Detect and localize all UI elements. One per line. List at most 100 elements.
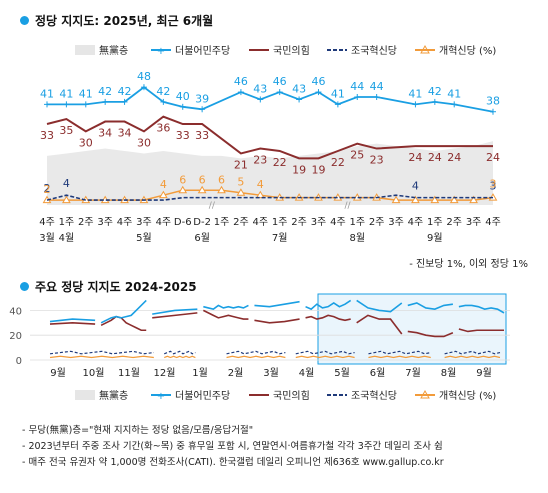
series-line-개혁신당: [226, 355, 286, 359]
series-line-국민의힘: [254, 318, 300, 324]
data-label-ppp: 34: [118, 127, 132, 140]
data-label-ppp: 30: [79, 136, 93, 149]
series-line-개혁신당: [444, 355, 501, 359]
series-line-개혁신당: [368, 355, 431, 359]
data-label-ppp: 24: [408, 151, 422, 164]
series-line-국민의힘: [152, 312, 198, 319]
point-marker-reform: [236, 188, 246, 196]
point-marker-reform: [217, 185, 226, 194]
legend-label: 조국혁신당: [351, 45, 397, 57]
data-label-dp: 41: [331, 87, 345, 100]
x-tick-label-month: 7월: [405, 367, 421, 379]
legend-item: + 더불어민주당: [151, 45, 230, 57]
data-label-dp: 48: [137, 70, 151, 83]
data-label-dp: 41: [59, 87, 73, 100]
data-label-ppp: 33: [40, 129, 54, 142]
x-tick-label-week: 2주: [291, 217, 307, 228]
x-tick-label-month: 2월: [228, 367, 244, 379]
x-tick-label-month: 9월: [427, 232, 443, 244]
x-tick-label-week: D-6: [174, 217, 192, 228]
x-tick-label-month: 7월: [272, 232, 288, 244]
data-label-ppp: 23: [370, 154, 384, 167]
point-marker-reform: [411, 195, 420, 204]
x-tick-label-week: 1주: [349, 217, 365, 228]
x-tick-label-week: 2주: [446, 217, 462, 228]
series-line-조국혁신당: [164, 350, 196, 355]
point-marker-reform: [430, 195, 440, 204]
legend-item: 국민의힘: [249, 390, 310, 402]
notes: - 무당(無黨)층="현재 지지하는 정당 없음/모름/응답거절" - 2023…: [22, 423, 444, 471]
x-tick-label-week: 3주: [466, 217, 482, 228]
series-line-국민의힘: [458, 328, 504, 333]
data-label-ppp: 36: [156, 122, 170, 135]
data-label-dp: 42: [118, 85, 132, 98]
legend-swatch-area: [75, 45, 95, 55]
x-tick-label-week: 2주: [233, 217, 249, 228]
x-tick-label-week: 4주: [485, 217, 501, 228]
data-label-ppp: 19: [292, 163, 306, 176]
series-line-더불어민주당: [305, 299, 352, 311]
point-marker-reform: [391, 195, 401, 204]
data-label-dp: 42: [156, 85, 170, 98]
data-label-dp: 38: [486, 95, 500, 108]
chart-2024-2025: 0 20 40 9월 10월 11월 12월 1월 2월 3월 4월 5월 6월 7월 8월 9월 無黨층 + 더불…: [9, 293, 510, 402]
data-label-dp: 41: [79, 87, 93, 100]
series-line-조국혁신당: [368, 350, 431, 355]
data-label-dp: 40: [176, 90, 190, 103]
data-label-ppp: 33: [176, 129, 190, 142]
series-line-조국혁신당: [295, 350, 355, 355]
series-line-국민의힘: [305, 314, 351, 322]
data-label-dp: 43: [292, 82, 306, 95]
legend-item: 개혁신당 (%): [415, 44, 496, 57]
data-label-ppp: 35: [59, 124, 73, 137]
section-title-2024-2025: 주요 정당 지지도 2024-2025: [20, 278, 197, 295]
x-tick-label-week: 1주: [427, 217, 443, 228]
x-tick-label-month: 8월: [441, 367, 457, 379]
legend-label: 국민의힘: [273, 390, 310, 402]
x-tick-label-month: 9월: [476, 367, 492, 379]
legend-label: 조국혁신당: [351, 390, 397, 402]
series-line-개혁신당: [49, 355, 154, 359]
series-line-더불어민주당: [254, 300, 300, 308]
x-tick-label-week: 3주: [136, 217, 152, 228]
point-marker-reform: [449, 195, 459, 204]
x-tick-label-week: D-2: [193, 217, 211, 228]
x-tick-label-week: 4주: [253, 217, 269, 228]
x-tick-label-month: 5월: [334, 367, 350, 379]
legend-item: 조국혁신당: [327, 45, 397, 57]
data-label-dp: 41: [40, 87, 54, 100]
series-line-개혁신당: [295, 355, 355, 359]
data-label-dp: 46: [234, 75, 248, 88]
legend-label: 개혁신당 (%): [439, 45, 496, 57]
data-label-reform: 5: [237, 176, 244, 189]
axis-break-mark: //: [209, 201, 216, 211]
section-title-text: 정당 지지도: 2025년, 최근 6개월: [35, 14, 214, 28]
y-tick-label: 40: [9, 306, 22, 317]
legend-marker-plus: +: [157, 46, 165, 57]
data-label-reform: 6: [218, 173, 225, 186]
series-line-더불어민주당: [356, 299, 403, 313]
legend-marker-plus: +: [157, 391, 165, 402]
note-line: - 2023년부터 주중 조사 기간(화~목) 중 휴무일 포함 시, 연말연시…: [22, 441, 443, 452]
data-label-dp: 43: [253, 82, 267, 95]
y-tick-label: 20: [9, 331, 22, 342]
note-line: - 매주 전국 유권자 약 1,000명 전화조사(CATI). 한국갤럽 데일…: [22, 457, 444, 468]
series-line-더불어민주당: [203, 304, 249, 311]
data-label-reform: 3: [490, 178, 497, 191]
data-label-ppp: 22: [273, 156, 287, 169]
data-label-ppp: 30: [137, 136, 151, 149]
data-label-ppp: 24: [428, 151, 442, 164]
data-label-dp: 44: [350, 80, 364, 93]
point-marker-reform: [62, 195, 71, 204]
y-tick-label: 0: [16, 356, 22, 367]
series-line-국민의힘: [407, 330, 454, 338]
point-marker-reform: [158, 190, 168, 199]
legend-label: 국민의힘: [273, 45, 310, 57]
data-label-rebuilding: 4: [63, 177, 70, 190]
bullet-dot-icon: [20, 282, 29, 291]
data-label-rebuilding: 3: [490, 180, 497, 193]
series-line-국민의힘: [100, 315, 147, 332]
legend-label: 개혁신당 (%): [439, 390, 496, 402]
x-tick-label-week: 4주: [156, 217, 172, 228]
x-tick-label-week: 3주: [311, 217, 327, 228]
